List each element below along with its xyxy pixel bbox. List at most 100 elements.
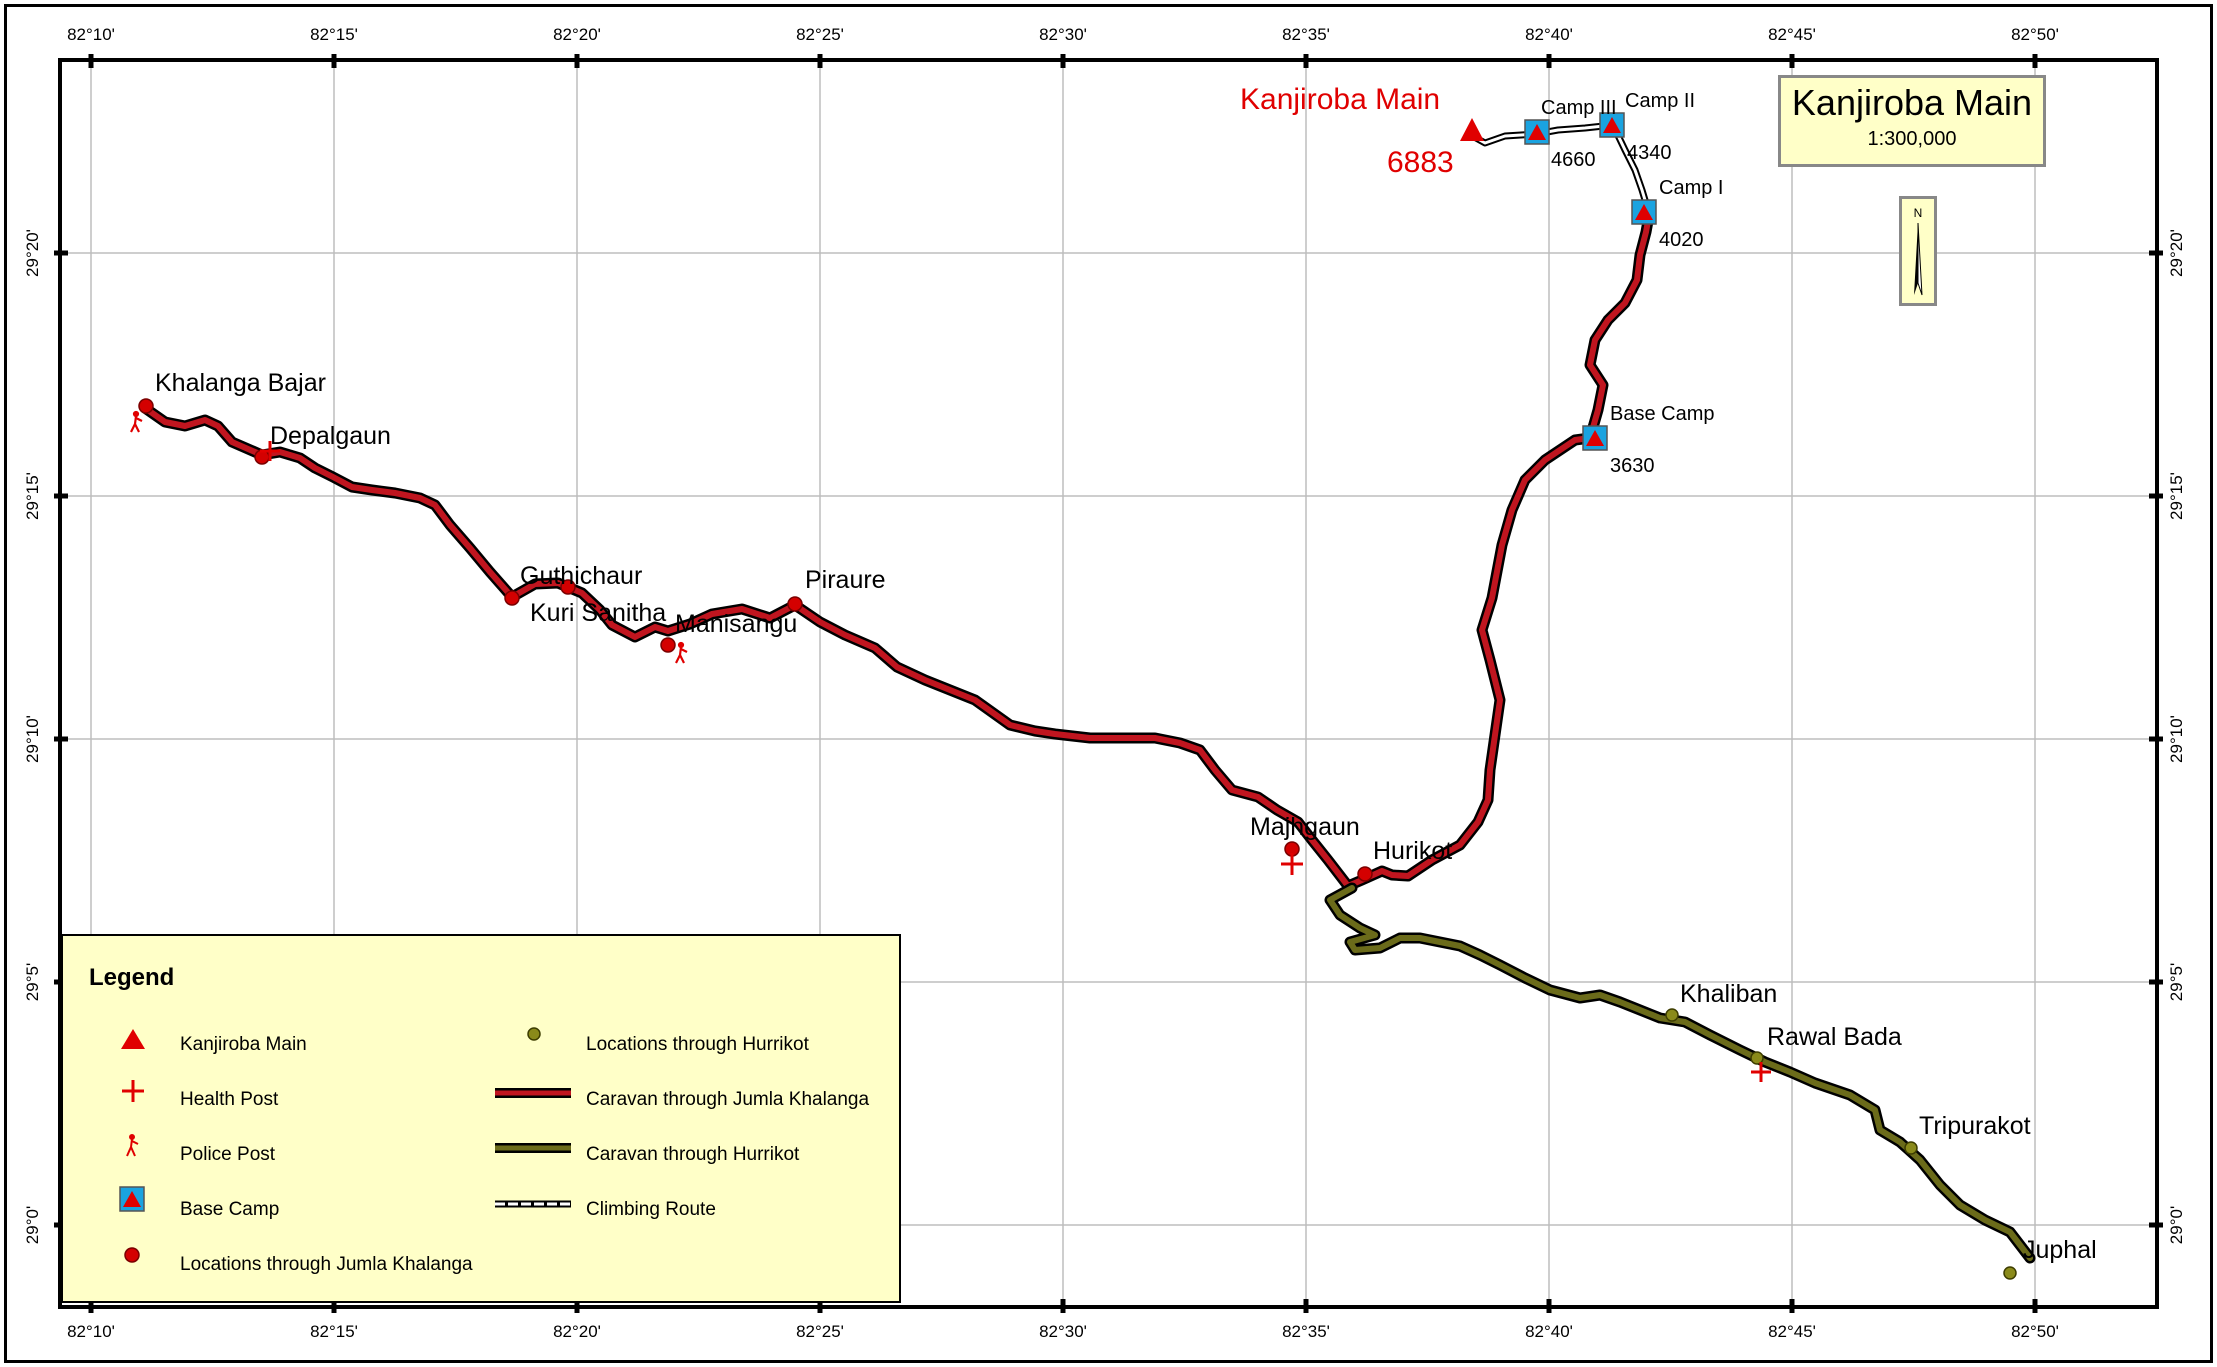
lon-label-bottom: 82°45' — [1768, 1322, 1816, 1341]
map-title: Kanjiroba Main — [1791, 82, 2033, 123]
olive-dot-icon — [527, 1027, 541, 1041]
guthichaur-dot — [560, 579, 576, 595]
lon-label-top: 82°15' — [310, 25, 358, 44]
police-post-khalanga-icon — [130, 410, 143, 433]
red-line-icon — [495, 1088, 571, 1098]
place-label-majhgaun: Majhgaun — [1250, 813, 1360, 841]
lat-label-left: 29°5' — [23, 963, 42, 1001]
lon-label-bottom: 82°30' — [1039, 1322, 1087, 1341]
camp-i-marker — [1631, 199, 1657, 225]
lon-label-top: 82°25' — [796, 25, 844, 44]
piraure-dot — [787, 596, 803, 612]
lon-label-bottom: 82°20' — [553, 1322, 601, 1341]
lat-label-right: 29°20' — [2167, 229, 2186, 277]
police-icon — [126, 1134, 139, 1157]
rawal-bada-dot — [1750, 1051, 1764, 1065]
lat-label-right: 29°10' — [2167, 715, 2186, 763]
lat-label-right: 29°0' — [2167, 1206, 2186, 1244]
place-label-guthichaur: Guthichaur — [520, 562, 642, 590]
map-frame — [4, 4, 2213, 1363]
north-arrow: N — [1899, 196, 1937, 306]
peak-name-label: Kanjiroba Main — [1240, 83, 1440, 116]
manisangu-dot — [660, 637, 676, 653]
camp-iii-marker — [1524, 119, 1550, 145]
legend-item-police-post: Police Post — [180, 1144, 276, 1165]
lat-label-left: 29°20' — [23, 229, 42, 277]
lon-label-top: 82°10' — [67, 25, 115, 44]
place-label-khaliban: Khaliban — [1680, 980, 1777, 1008]
lon-label-top: 82°40' — [1525, 25, 1573, 44]
lon-label-bottom: 82°50' — [2011, 1322, 2059, 1341]
lon-label-bottom: 82°10' — [67, 1322, 115, 1341]
place-label-rawal-bada: Rawal Bada — [1767, 1023, 1902, 1051]
camp-ii-label: Camp II — [1625, 90, 1695, 112]
north-label: N — [1914, 206, 1923, 220]
health-post-majhgaun-icon — [1281, 853, 1303, 875]
place-label-tripurakot: Tripurakot — [1919, 1112, 2031, 1140]
lat-label-left: 29°15' — [23, 472, 42, 520]
dashed-line-icon — [495, 1200, 571, 1208]
lon-label-bottom: 82°40' — [1525, 1322, 1573, 1341]
lon-label-bottom: 82°35' — [1282, 1322, 1330, 1341]
legend-item-base-camp: Base Camp — [180, 1199, 280, 1220]
peak-elevation-label: 6883 — [1387, 146, 1454, 179]
health-posts — [260, 441, 1771, 1082]
base-camp-marker — [1582, 425, 1608, 451]
map-scale: 1:300,000 — [1867, 128, 1957, 150]
map-title-box: Kanjiroba Main 1:300,000 — [1778, 75, 2046, 167]
lon-label-bottom: 82°15' — [310, 1322, 358, 1341]
lon-label-bottom: 82°25' — [796, 1322, 844, 1341]
camp-i-label: Camp I — [1659, 177, 1723, 199]
lon-label-top: 82°20' — [553, 25, 601, 44]
police-posts — [130, 410, 688, 664]
lat-label-right: 29°5' — [2167, 963, 2186, 1001]
climbing-route — [1474, 121, 1652, 212]
place-label-juphal: Juphal — [2023, 1236, 2097, 1264]
lon-label-top: 82°50' — [2011, 25, 2059, 44]
legend-item-health-post: Health Post — [180, 1089, 279, 1110]
kuri-sanitha-dot — [504, 590, 520, 606]
lat-label-right: 29°15' — [2167, 472, 2186, 520]
jumla-locations — [138, 398, 1373, 882]
place-label-depalgaun: Depalgaun — [270, 422, 391, 450]
lon-label-top: 82°35' — [1282, 25, 1330, 44]
lat-label-left: 29°10' — [23, 715, 42, 763]
health-post-depalgaun-icon — [260, 441, 280, 461]
caravan-jumla-route — [139, 204, 1656, 892]
base-camp-elevation: 3630 — [1610, 455, 1655, 477]
lon-label-top: 82°30' — [1039, 25, 1087, 44]
map-border — [58, 58, 2159, 1309]
caravan-hurrikot-route — [1324, 882, 2036, 1264]
place-label-hurikot: Hurikot — [1373, 837, 1452, 865]
legend-title: Legend — [89, 964, 175, 991]
camp-iii-elevation: 4660 — [1551, 149, 1596, 171]
legend-item-caravan-hurrikot: Caravan through Hurrikot — [586, 1144, 800, 1165]
police-post-manisangu-icon — [675, 641, 688, 664]
camp-ii-elevation: 4340 — [1627, 142, 1672, 164]
legend-panel: Legend Kanjiroba Main Health Post Police… — [61, 934, 901, 1303]
place-label-khalanga-bajar: Khalanga Bajar — [155, 369, 326, 397]
lon-label-top: 82°45' — [1768, 25, 1816, 44]
triangle-icon — [121, 1029, 145, 1049]
red-dot-icon — [124, 1247, 140, 1263]
khalanga-bajar-dot — [138, 398, 154, 414]
tripurakot-dot — [1904, 1141, 1918, 1155]
hurrikot-locations — [1665, 1008, 2017, 1280]
base-camp-label: Base Camp — [1610, 403, 1715, 425]
olive-line-icon — [495, 1143, 571, 1153]
place-label-piraure: Piraure — [805, 566, 886, 594]
camp-ii-marker — [1599, 112, 1625, 138]
camp-i-elevation: 4020 — [1659, 229, 1704, 251]
legend-item-caravan-jumla: Caravan through Jumla Khalanga — [586, 1089, 870, 1110]
juphal-dot — [2003, 1266, 2017, 1280]
legend-item-kanjiroba-main: Kanjiroba Main — [180, 1034, 307, 1055]
legend-item-hurrikot-locations: Locations through Hurrikot — [586, 1034, 809, 1055]
legend-item-jumla-locations: Locations through Jumla Khalanga — [180, 1254, 473, 1275]
peak-triangle-icon — [1460, 118, 1484, 141]
hurikot-dot — [1357, 866, 1373, 882]
legend-item-climbing-route: Climbing Route — [586, 1199, 716, 1220]
place-label-manisangu: Manisangu — [675, 610, 797, 638]
place-label-kuri-sanitha: Kuri Sanitha — [530, 599, 666, 627]
tent-icon — [119, 1186, 145, 1212]
